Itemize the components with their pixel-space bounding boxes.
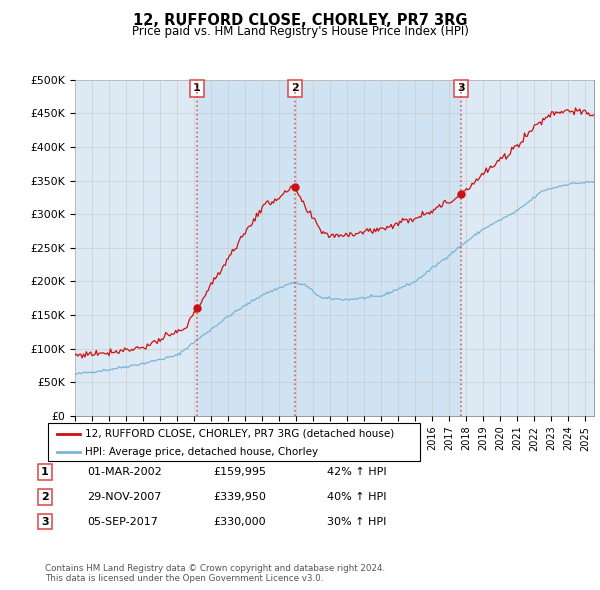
Text: £339,950: £339,950: [213, 492, 266, 502]
FancyBboxPatch shape: [48, 423, 420, 461]
Text: Price paid vs. HM Land Registry's House Price Index (HPI): Price paid vs. HM Land Registry's House …: [131, 25, 469, 38]
Text: 42% ↑ HPI: 42% ↑ HPI: [327, 467, 386, 477]
Text: 3: 3: [457, 83, 465, 93]
Text: 2: 2: [41, 492, 49, 502]
Text: 01-MAR-2002: 01-MAR-2002: [87, 467, 162, 477]
Text: 30% ↑ HPI: 30% ↑ HPI: [327, 517, 386, 526]
Text: 2: 2: [291, 83, 299, 93]
Text: 1: 1: [41, 467, 49, 477]
Text: 1: 1: [193, 83, 201, 93]
Text: 05-SEP-2017: 05-SEP-2017: [87, 517, 158, 526]
Text: £159,995: £159,995: [213, 467, 266, 477]
Text: 12, RUFFORD CLOSE, CHORLEY, PR7 3RG (detached house): 12, RUFFORD CLOSE, CHORLEY, PR7 3RG (det…: [85, 429, 394, 439]
Text: 3: 3: [41, 517, 49, 526]
Text: 40% ↑ HPI: 40% ↑ HPI: [327, 492, 386, 502]
Text: 29-NOV-2007: 29-NOV-2007: [87, 492, 161, 502]
Text: HPI: Average price, detached house, Chorley: HPI: Average price, detached house, Chor…: [85, 447, 319, 457]
Text: £330,000: £330,000: [213, 517, 266, 526]
Text: 12, RUFFORD CLOSE, CHORLEY, PR7 3RG: 12, RUFFORD CLOSE, CHORLEY, PR7 3RG: [133, 13, 467, 28]
Text: Contains HM Land Registry data © Crown copyright and database right 2024.
This d: Contains HM Land Registry data © Crown c…: [45, 563, 385, 583]
Bar: [197, 80, 461, 416]
